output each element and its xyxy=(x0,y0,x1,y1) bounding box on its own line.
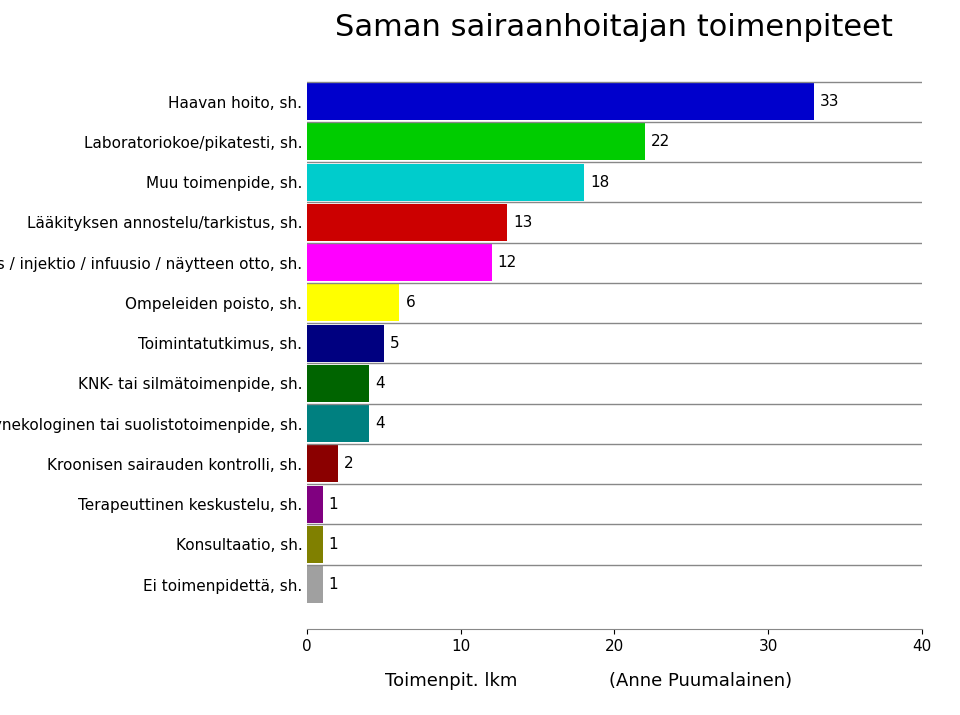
Bar xyxy=(307,405,369,442)
Text: 13: 13 xyxy=(513,215,533,230)
Bar xyxy=(307,83,814,120)
Text: 1: 1 xyxy=(328,537,338,552)
Bar xyxy=(307,204,507,241)
Title: Saman sairaanhoitajan toimenpiteet: Saman sairaanhoitajan toimenpiteet xyxy=(335,14,894,42)
Bar xyxy=(307,245,492,281)
Bar xyxy=(307,325,384,362)
Bar xyxy=(307,365,369,402)
Bar xyxy=(307,526,323,563)
Bar xyxy=(307,566,323,603)
Bar xyxy=(307,445,338,483)
Text: 4: 4 xyxy=(374,416,384,431)
Text: 33: 33 xyxy=(820,94,840,109)
Text: (Anne Puumalainen): (Anne Puumalainen) xyxy=(610,672,792,691)
Text: Toimenpit. lkm: Toimenpit. lkm xyxy=(385,672,517,691)
Text: 2: 2 xyxy=(344,456,353,471)
Text: 6: 6 xyxy=(405,295,416,310)
Text: 4: 4 xyxy=(374,376,384,391)
Bar xyxy=(307,164,584,201)
Text: 22: 22 xyxy=(651,134,670,149)
Bar xyxy=(307,285,399,322)
Bar xyxy=(307,124,645,160)
Text: 1: 1 xyxy=(328,497,338,512)
Text: 18: 18 xyxy=(589,174,609,189)
Text: 1: 1 xyxy=(328,577,338,592)
Text: 5: 5 xyxy=(390,336,399,350)
Bar xyxy=(307,485,323,523)
Text: 12: 12 xyxy=(497,255,516,270)
